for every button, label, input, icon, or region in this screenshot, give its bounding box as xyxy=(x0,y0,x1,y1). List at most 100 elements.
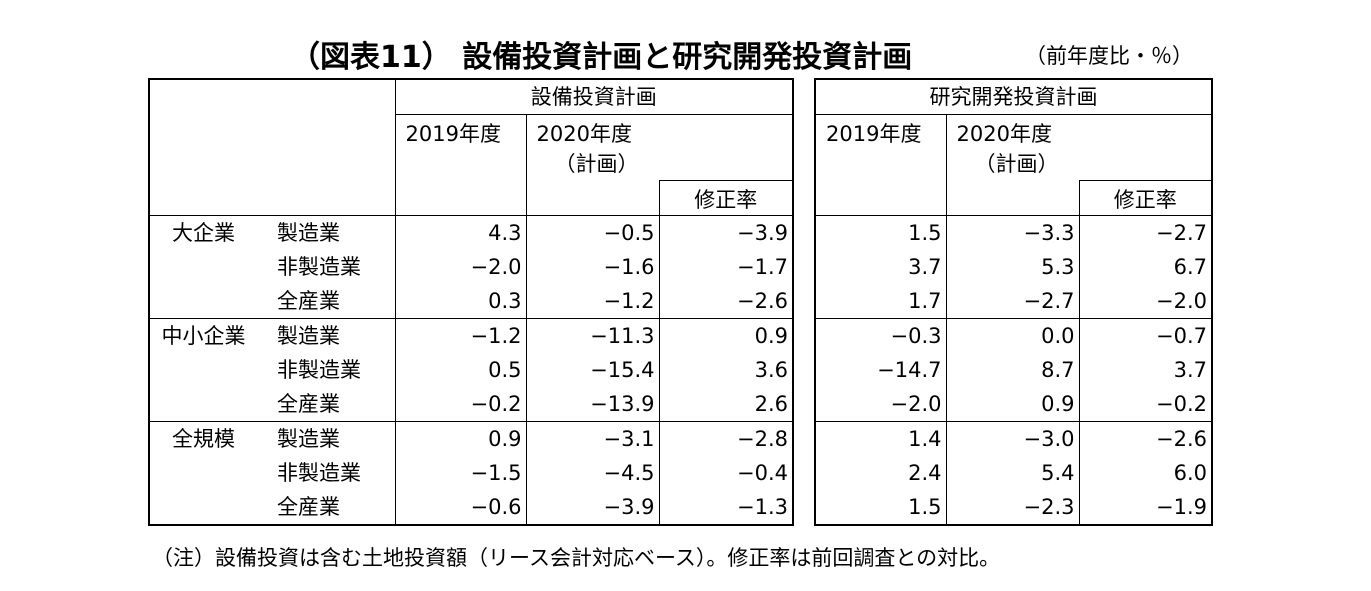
table-row: 全産業 −0.6 −3.9 −1.3 xyxy=(149,490,793,525)
capex-2019-cell: −0.6 xyxy=(395,490,527,525)
capex-2020-cell: −4.5 xyxy=(603,461,655,485)
capex-2020-cell: −1.6 xyxy=(603,255,655,279)
capex-revision-cell: 0.9 xyxy=(658,318,793,353)
capex-revision-cell: −2.6 xyxy=(658,284,793,319)
capex-revision-cell: −0.4 xyxy=(658,456,793,490)
rnd-2019-header: 2019年度 xyxy=(815,114,947,216)
capex-2020-cell: −3.9 xyxy=(603,495,655,519)
capex-2019-cell: −2.0 xyxy=(395,250,527,284)
rnd-2020-cell: 8.7 xyxy=(1041,358,1075,382)
capex-2019-cell: −0.2 xyxy=(395,387,527,422)
rnd-revision-cell: −2.7 xyxy=(1078,215,1212,250)
capex-2019-cell: −1.2 xyxy=(395,318,527,353)
page-title: （図表11） 設備投資計画と研究開発投資計画 xyxy=(290,40,913,75)
rnd-2020-cell: −2.7 xyxy=(1023,289,1075,313)
corner-cell xyxy=(149,79,396,216)
rnd-2019-cell: 1.5 xyxy=(815,490,947,525)
capex-revision-cell: 3.6 xyxy=(658,353,793,387)
rnd-2020-cell: −3.3 xyxy=(1023,221,1075,245)
rnd-revision-cell: 6.7 xyxy=(1078,250,1212,284)
table-row: 大企業 製造業 4.3 −0.5 −3.9 xyxy=(149,215,793,250)
industry-cell: 製造業 xyxy=(267,318,396,353)
table-row: 1.4 −3.0 −2.6 xyxy=(815,421,1212,456)
capex-revision-cell: −1.3 xyxy=(658,490,793,525)
industry-cell: 全産業 xyxy=(267,284,396,319)
rnd-revision-cell: 3.7 xyxy=(1078,353,1212,387)
capex-2020-cell: −1.2 xyxy=(603,289,655,313)
size-cell xyxy=(149,456,267,490)
capex-2019-cell: 0.9 xyxy=(395,421,527,456)
table-row: −14.7 8.7 3.7 xyxy=(815,353,1212,387)
rnd-2019-cell: 1.4 xyxy=(815,421,947,456)
capex-2019-cell: 0.5 xyxy=(395,353,527,387)
size-cell: 全規模 xyxy=(149,421,267,456)
capex-2019-cell: 0.3 xyxy=(395,284,527,319)
capex-revision-cell: −2.8 xyxy=(658,421,793,456)
capex-2019-cell: −1.5 xyxy=(395,456,527,490)
rnd-2019-cell: −14.7 xyxy=(815,353,947,387)
size-cell xyxy=(149,387,267,422)
table-row: 1.5 −3.3 −2.7 xyxy=(815,215,1212,250)
industry-cell: 非製造業 xyxy=(267,250,396,284)
capex-table: 設備投資計画 2019年度 2020年度 （計画） 修正率 大企業 製造業 4.3 −0… xyxy=(148,78,794,526)
capex-header: 設備投資計画 xyxy=(395,79,793,115)
industry-cell: 製造業 xyxy=(267,215,396,250)
size-cell xyxy=(149,284,267,319)
rnd-header: 研究開発投資計画 xyxy=(815,79,1212,115)
capex-2019-header: 2019年度 xyxy=(395,114,527,216)
table-row: −2.0 0.9 −0.2 xyxy=(815,387,1212,422)
rnd-2019-cell: −2.0 xyxy=(815,387,947,422)
rnd-2020-header: 2020年度 （計画） xyxy=(956,122,1059,176)
size-cell: 大企業 xyxy=(172,221,235,245)
table-row: 中小企業 製造業 −1.2 −11.3 0.9 xyxy=(149,318,793,353)
rnd-2019-cell: 1.7 xyxy=(815,284,947,319)
rnd-revision-cell: −2.0 xyxy=(1078,284,1212,319)
rnd-2020-cell: 5.3 xyxy=(1041,255,1075,279)
table-row: 全産業 −0.2 −13.9 2.6 xyxy=(149,387,793,422)
table-row: 1.7 −2.7 −2.0 xyxy=(815,284,1212,319)
industry-cell: 全産業 xyxy=(267,387,396,422)
rnd-2019-cell: 1.5 xyxy=(815,215,947,250)
rnd-2020-cell: 0.0 xyxy=(946,318,1079,353)
table-row: −0.3 0.0 −0.7 xyxy=(815,318,1212,353)
capex-revision-cell: −1.7 xyxy=(658,250,793,284)
rnd-2019-cell: 2.4 xyxy=(815,456,947,490)
rnd-2019-cell: −0.3 xyxy=(815,318,947,353)
footnote: （注）設備投資は含む土地投資額（リース会計対応ベース）。修正率は前回調査との対比… xyxy=(152,546,1001,570)
rnd-revision-cell: −0.2 xyxy=(1078,387,1212,422)
table-row: 非製造業 −2.0 −1.6 −1.7 xyxy=(149,250,793,284)
industry-cell: 製造業 xyxy=(267,421,396,456)
industry-cell: 非製造業 xyxy=(267,456,396,490)
capex-revision-header: 修正率 xyxy=(658,179,793,217)
industry-cell: 非製造業 xyxy=(267,353,396,387)
rnd-2020-cell: 0.9 xyxy=(1041,392,1075,416)
table-row: 2.4 5.4 6.0 xyxy=(815,456,1212,490)
size-cell xyxy=(149,250,267,284)
capex-2020-cell: −3.1 xyxy=(526,421,659,456)
size-cell: 中小企業 xyxy=(149,318,267,353)
table-row: 非製造業 −1.5 −4.5 −0.4 xyxy=(149,456,793,490)
table-row: 非製造業 0.5 −15.4 3.6 xyxy=(149,353,793,387)
capex-revision-cell: −3.9 xyxy=(658,215,793,250)
rnd-revision-cell: 6.0 xyxy=(1078,456,1212,490)
table-row: 1.5 −2.3 −1.9 xyxy=(815,490,1212,525)
size-cell xyxy=(149,490,267,525)
unit-label: （前年度比・％） xyxy=(1025,44,1193,68)
capex-2019-cell: 4.3 xyxy=(395,215,527,250)
rnd-revision-cell: −2.6 xyxy=(1078,421,1212,456)
rnd-revision-cell: −1.9 xyxy=(1078,490,1212,525)
size-cell xyxy=(149,353,267,387)
rnd-2020-cell: −3.0 xyxy=(946,421,1079,456)
rnd-revision-cell: −0.7 xyxy=(1078,318,1212,353)
rnd-revision-header: 修正率 xyxy=(1078,179,1212,217)
capex-2020-cell: −11.3 xyxy=(526,318,659,353)
capex-2020-cell: −13.9 xyxy=(590,392,655,416)
industry-cell: 全産業 xyxy=(267,490,396,525)
capex-revision-cell: 2.6 xyxy=(658,387,793,422)
rnd-2020-cell: 5.4 xyxy=(1041,461,1075,485)
capex-2020-cell: −0.5 xyxy=(603,221,655,245)
rnd-2020-cell: −2.3 xyxy=(1023,495,1075,519)
capex-2020-header: 2020年度 （計画） xyxy=(536,122,639,176)
rnd-table: 研究開発投資計画 2019年度 2020年度 （計画） 修正率 1.5 −3.3 −2… xyxy=(814,78,1213,526)
rnd-2019-cell: 3.7 xyxy=(815,250,947,284)
